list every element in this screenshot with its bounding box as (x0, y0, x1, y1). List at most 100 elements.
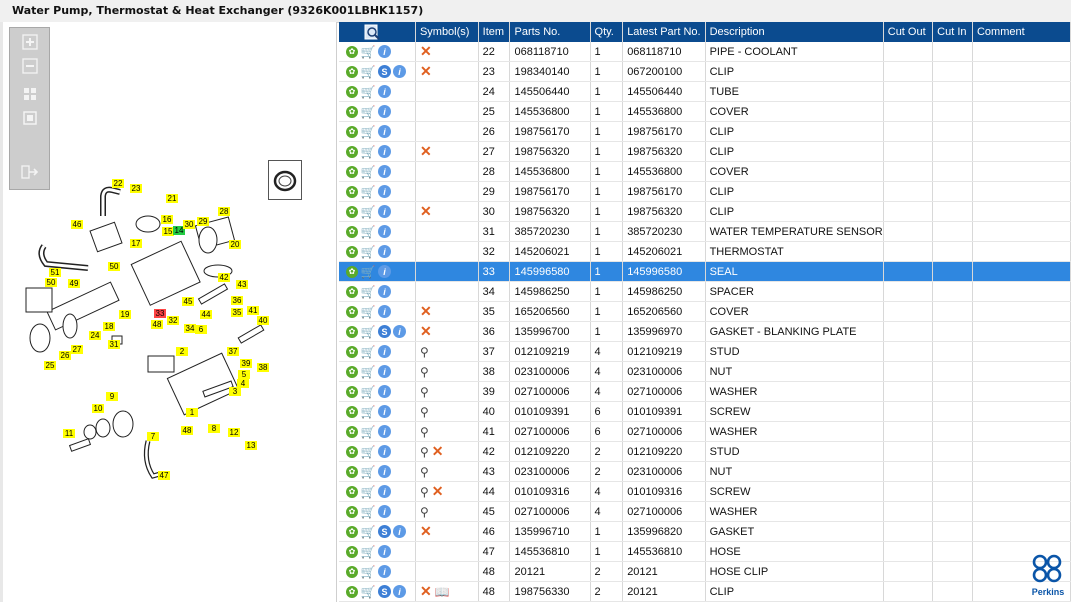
table-row[interactable]: ✿ 🛒 i ✕ 30 198756320 1 198756320 CLIP (339, 201, 1071, 222)
info-icon[interactable]: i (393, 65, 406, 78)
info-icon[interactable]: i (378, 405, 391, 418)
note-pin-icon[interactable]: ⚲ (419, 484, 429, 499)
table-row[interactable]: ✿ 🛒 i 34 145986250 1 145986250 SPACER (339, 281, 1071, 302)
cart-icon[interactable]: 🛒 (360, 84, 376, 99)
cart-icon[interactable]: 🛒 (360, 264, 376, 279)
column-header-cut-out[interactable]: Cut Out (883, 22, 934, 42)
callout-label[interactable]: 13 (245, 441, 257, 450)
supersession-icon[interactable]: S (378, 325, 391, 338)
callout-label[interactable]: 50 (45, 278, 57, 287)
cross-icon[interactable]: ✕ (431, 442, 444, 459)
callout-label[interactable]: 44 (200, 310, 212, 319)
info-icon[interactable]: i (378, 125, 391, 138)
zoom-in-button[interactable] (19, 32, 41, 52)
cart-icon[interactable]: 🛒 (360, 284, 376, 299)
cart-icon[interactable]: 🛒 (360, 64, 376, 79)
note-pin-icon[interactable]: ⚲ (419, 384, 429, 399)
cart-icon[interactable]: 🛒 (360, 324, 376, 339)
cart-icon[interactable]: 🛒 (360, 464, 376, 479)
callout-label[interactable]: 37 (227, 347, 239, 356)
gear-icon[interactable]: ✿ (346, 45, 358, 58)
callout-label[interactable]: 25 (44, 361, 56, 370)
note-pin-icon[interactable]: ⚲ (419, 424, 429, 439)
cart-icon[interactable]: 🛒 (360, 164, 376, 179)
gear-icon[interactable]: ✿ (346, 525, 358, 538)
table-row[interactable]: ✿ 🛒 i ⚲ 38 023100006 4 023100006 NUT (339, 361, 1071, 382)
callout-label[interactable]: 31 (108, 340, 120, 349)
cart-icon[interactable]: 🛒 (360, 404, 376, 419)
table-row[interactable]: ✿ 🛒 i ⚲ 41 027100006 6 027100006 WASHER (339, 421, 1071, 442)
table-row[interactable]: ✿ 🛒 i 32 145206021 1 145206021 THERMOSTAT (339, 241, 1071, 262)
gear-icon[interactable]: ✿ (346, 65, 358, 78)
note-pin-icon[interactable]: ⚲ (419, 344, 429, 359)
cross-icon[interactable]: ✕ (419, 142, 432, 159)
gear-icon[interactable]: ✿ (346, 545, 358, 558)
info-icon[interactable]: i (378, 85, 391, 98)
table-row[interactable]: ✿ 🛒 i 48 20121 2 20121 HOSE CLIP (339, 561, 1071, 582)
info-icon[interactable]: i (378, 505, 391, 518)
cross-icon[interactable]: ✕ (419, 62, 432, 79)
callout-label[interactable]: 21 (166, 194, 178, 203)
gear-icon[interactable]: ✿ (346, 405, 358, 418)
column-header-description[interactable]: Description (705, 22, 884, 42)
gear-icon[interactable]: ✿ (346, 145, 358, 158)
cart-icon[interactable]: 🛒 (360, 184, 376, 199)
info-icon[interactable]: i (378, 345, 391, 358)
supersession-icon[interactable]: S (378, 65, 391, 78)
callout-label[interactable]: 42 (218, 273, 230, 282)
note-pin-icon[interactable]: ⚲ (419, 504, 429, 519)
gear-icon[interactable]: ✿ (346, 365, 358, 378)
info-icon[interactable]: i (378, 285, 391, 298)
callout-label[interactable]: 50 (108, 262, 120, 271)
cart-icon[interactable]: 🛒 (360, 524, 376, 539)
info-icon[interactable]: i (378, 145, 391, 158)
table-row[interactable]: ✿ 🛒 i 33 145996580 1 145996580 SEAL (339, 261, 1071, 282)
table-row[interactable]: ✿ 🛒 i ⚲ 39 027100006 4 027100006 WASHER (339, 381, 1071, 402)
cart-icon[interactable]: 🛒 (360, 244, 376, 259)
callout-label[interactable]: 18 (103, 322, 115, 331)
callout-label[interactable]: 7 (147, 432, 159, 441)
gear-icon[interactable]: ✿ (346, 125, 358, 138)
gear-icon[interactable]: ✿ (346, 585, 358, 598)
column-header-item[interactable]: Item (478, 22, 511, 42)
table-row[interactable]: ✿ 🛒 i ⚲ 40 010109391 6 010109391 SCREW (339, 401, 1071, 422)
gear-icon[interactable]: ✿ (346, 225, 358, 238)
callout-label[interactable]: 34 (184, 324, 196, 333)
callout-label[interactable]: 15 (162, 227, 174, 236)
callout-label[interactable]: 49 (68, 279, 80, 288)
table-row[interactable]: ✿ 🛒 i ⚲ ✕ 42 012109220 2 012109220 STUD (339, 441, 1071, 462)
table-row[interactable]: ✿ 🛒 i ⚲ 43 023100006 2 023100006 NUT (339, 461, 1071, 482)
cart-icon[interactable]: 🛒 (360, 544, 376, 559)
callout-label[interactable]: 27 (71, 345, 83, 354)
gear-icon[interactable]: ✿ (346, 445, 358, 458)
callout-label[interactable]: 48 (151, 320, 163, 329)
fit-all-button[interactable] (19, 84, 41, 104)
note-pin-icon[interactable]: ⚲ (419, 444, 429, 459)
note-pin-icon[interactable]: ⚲ (419, 404, 429, 419)
cart-icon[interactable]: 🛒 (360, 564, 376, 579)
info-icon[interactable]: i (378, 485, 391, 498)
gear-icon[interactable]: ✿ (346, 565, 358, 578)
table-row[interactable]: ✿ 🛒 i 24 145506440 1 145506440 TUBE (339, 81, 1071, 102)
callout-label[interactable]: 26 (59, 351, 71, 360)
gear-icon[interactable]: ✿ (346, 345, 358, 358)
column-header-actions[interactable] (339, 22, 416, 42)
info-icon[interactable]: i (393, 585, 406, 598)
callout-label[interactable]: 1 (186, 408, 198, 417)
info-icon[interactable]: i (378, 225, 391, 238)
cart-icon[interactable]: 🛒 (360, 204, 376, 219)
gear-icon[interactable]: ✿ (346, 465, 358, 478)
info-icon[interactable]: i (378, 205, 391, 218)
supersession-icon[interactable]: S (378, 525, 391, 538)
gear-icon[interactable]: ✿ (346, 485, 358, 498)
callout-label[interactable]: 40 (257, 316, 269, 325)
search-parts-icon[interactable] (363, 24, 381, 40)
callout-label[interactable]: 35 (231, 308, 243, 317)
gear-icon[interactable]: ✿ (346, 285, 358, 298)
callout-label[interactable]: 2 (176, 347, 188, 356)
callout-label[interactable]: 6 (195, 325, 207, 334)
